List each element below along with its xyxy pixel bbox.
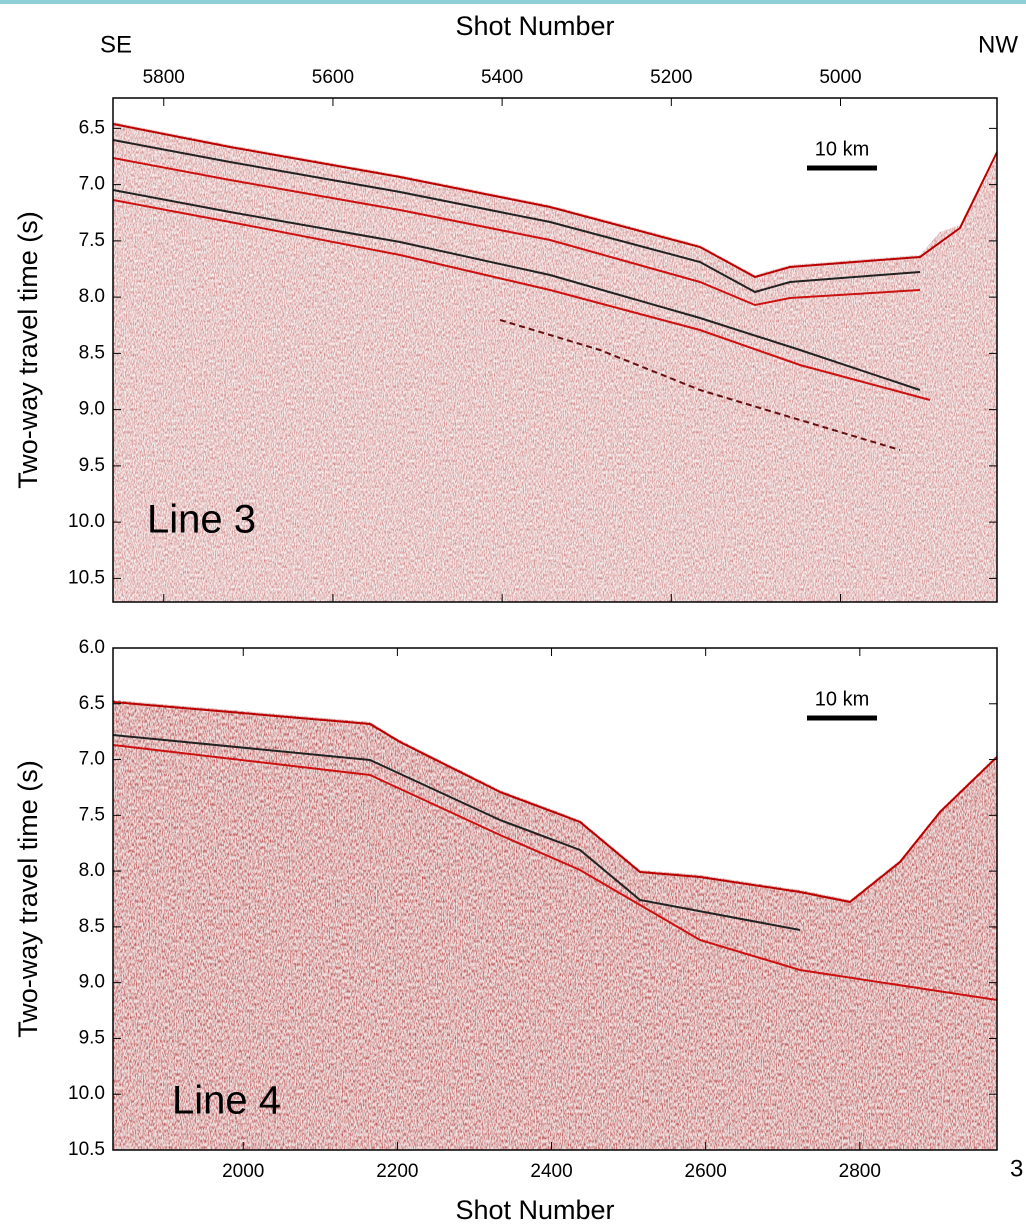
x-tick-label: 5800	[143, 67, 185, 88]
x-tick-label: 2400	[530, 1161, 572, 1182]
y-tick-label: 8.5	[79, 342, 105, 363]
y-axis-label: Two-way travel time (s)	[13, 760, 43, 1038]
y-tick-label: 10.5	[68, 567, 105, 588]
x-axis-title: Shot Number	[455, 1195, 614, 1225]
y-tick-label: 6.5	[79, 693, 105, 714]
y-tick-label: 7.0	[79, 174, 105, 195]
x-tick-label: 5400	[481, 67, 523, 88]
line-label: Line 3	[147, 498, 256, 542]
x-tick-label: 5000	[819, 67, 861, 88]
y-tick-label: 10.0	[68, 511, 105, 532]
y-tick-label: 7.5	[79, 230, 105, 251]
x-tick-label: 2200	[376, 1161, 418, 1182]
scale-bar-label: 10 km	[815, 138, 869, 160]
figure: 3 5800 5600 5400 5200 5000 6.5 7.0 7.5 8.0 8.5 9.0…	[0, 0, 1026, 1231]
y-tick-label: 6.5	[79, 117, 105, 138]
seismic-image	[113, 648, 997, 1150]
x-tick-label: 5200	[650, 67, 692, 88]
x-tick-label: 2000	[222, 1161, 264, 1182]
y-axis-label: Two-way travel time (s)	[13, 211, 43, 489]
top-bar	[0, 0, 1026, 4]
scale-bar-label: 10 km	[815, 688, 869, 710]
y-tick-label: 7.5	[79, 804, 105, 825]
y-tick-label: 8.0	[79, 286, 105, 307]
x-tick-label: 5600	[312, 67, 354, 88]
y-tick-label: 8.0	[79, 860, 105, 881]
y-tick-label: 9.5	[79, 455, 105, 476]
x-tick-label: 2800	[839, 1161, 881, 1182]
direction-label: SE	[100, 31, 132, 58]
y-tick-label: 9.0	[79, 972, 105, 993]
x-axis-title: Shot Number	[455, 11, 614, 41]
y-tick-label: 6.0	[79, 637, 105, 658]
page-number: 3	[1010, 1155, 1023, 1182]
y-tick-label: 8.5	[79, 916, 105, 937]
line-label: Line 4	[172, 1079, 281, 1123]
y-tick-label: 9.5	[79, 1027, 105, 1048]
y-tick-label: 7.0	[79, 749, 105, 770]
y-tick-label: 10.0	[68, 1083, 105, 1104]
y-tick-label: 10.5	[68, 1139, 105, 1160]
y-tick-label: 9.0	[79, 399, 105, 420]
x-tick-label: 2600	[685, 1161, 727, 1182]
direction-label: NW	[978, 31, 1018, 58]
